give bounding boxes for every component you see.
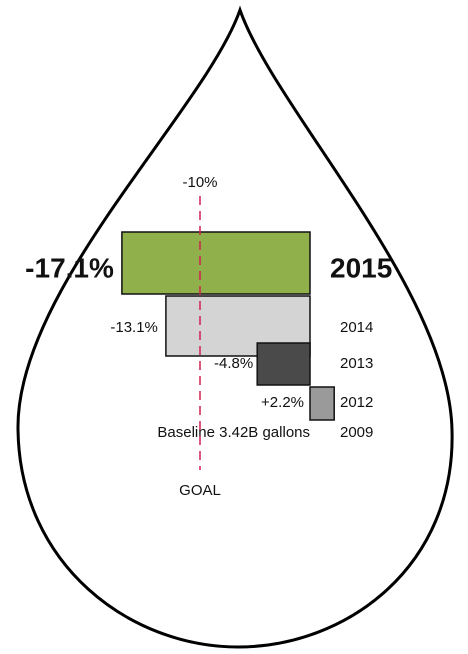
value-label: +2.2%	[261, 394, 304, 411]
value-label: -13.1%	[110, 319, 158, 336]
category-label: 2014	[340, 319, 373, 336]
bar	[256, 342, 311, 386]
goal-tick-label: -10%	[182, 174, 217, 191]
bar	[309, 386, 335, 421]
goal-label: GOAL	[179, 482, 221, 499]
water-drop	[16, 5, 454, 649]
category-label: 2009	[340, 424, 373, 441]
bar	[121, 231, 311, 295]
category-label: 2015	[330, 252, 392, 283]
value-label: -17.1%	[25, 252, 114, 283]
category-label: 2013	[340, 355, 373, 372]
value-label: -4.8%	[214, 355, 253, 372]
baseline-label: Baseline 3.42B gallons	[157, 424, 310, 441]
category-label: 2012	[340, 394, 373, 411]
